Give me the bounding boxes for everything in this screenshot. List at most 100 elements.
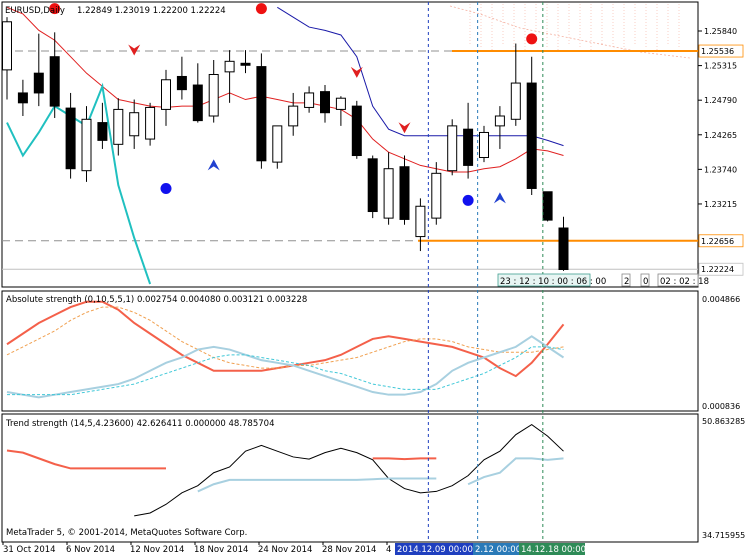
ohlc-label: 1.22849 1.23019 1.22200 1.22224	[77, 6, 226, 16]
trend-strength-line	[6, 449, 166, 470]
candle-bear	[558, 227, 569, 271]
xaxis-label: 28 Nov 2014	[322, 545, 376, 555]
candle-bull	[208, 73, 219, 117]
candle-bear	[526, 82, 537, 189]
yaxis-label: 1.23740	[704, 165, 737, 174]
trend-strength-line	[467, 457, 564, 486]
trend-strength-line	[372, 457, 437, 461]
price-tag-box	[698, 44, 744, 58]
candle-bull	[272, 125, 283, 163]
candle-bear	[367, 158, 378, 213]
absolute-strength-line	[6, 300, 565, 378]
candle-bear	[463, 128, 474, 166]
fractal-up-marker	[526, 33, 538, 45]
candle-bear	[256, 66, 267, 162]
trend-axis-min: 34.715955	[702, 531, 745, 540]
xaxis-label: 4	[386, 545, 391, 555]
time-info-text: 23 : 12 : 10 : 00 : 06 : 00	[500, 277, 606, 287]
absolute-strength-line	[7, 346, 564, 396]
absolute-strength-panel-frame	[1, 290, 699, 412]
candle-bear	[176, 75, 187, 91]
time-info-a: 2	[624, 277, 629, 287]
trend-strength-title: Trend strength (14,5,4.23600) 42.626411 …	[5, 419, 274, 429]
absolute-strength-line	[6, 335, 565, 399]
yaxis-label: 1.23215	[704, 200, 737, 209]
xaxis-highlight-text: 14.12.18 00:00	[521, 545, 586, 555]
blue-trail-line	[277, 6, 564, 147]
fractal-up-marker	[49, 3, 61, 15]
axis-layer: 1.25536 1.22656 1.22224 1.25840 1.25315 1.247…	[2, 27, 744, 545]
candle-bear	[320, 91, 330, 114]
buy-arrow-marker	[207, 159, 220, 171]
candle-bull	[479, 131, 489, 159]
candle-bear	[399, 166, 410, 220]
symbol-label: EURUSD,Daily	[5, 6, 65, 16]
candle-bull	[288, 105, 299, 127]
candle-bull	[383, 168, 394, 219]
red-trail-line	[6, 6, 564, 173]
candle-bull	[335, 97, 346, 110]
buy-arrow-marker	[493, 192, 506, 204]
price-tag-label: 1.25536	[701, 47, 734, 56]
trend-strength-panel-frame	[1, 413, 699, 543]
candle-bear	[49, 56, 60, 107]
candle-bear	[33, 72, 44, 94]
sell-arrow-marker	[128, 44, 141, 56]
time-info-c: 02 : 02 : 18	[660, 277, 709, 287]
candle-bull	[510, 82, 521, 120]
sell-arrow-marker	[350, 66, 363, 78]
candle-bull	[431, 172, 442, 219]
time-info-box: 23 : 12 : 10 : 00 : 06 : 00	[497, 273, 606, 287]
xaxis-highlight-text: 2014.12.09 00:00	[397, 545, 473, 555]
fractal-down-marker	[160, 182, 172, 194]
candle-bull	[129, 112, 140, 137]
price-tag-box	[698, 262, 744, 276]
abs-axis-max: 0.004866	[702, 295, 740, 304]
candle-bull	[113, 108, 124, 145]
yaxis-label: 1.24265	[704, 131, 737, 140]
candle-bull	[494, 115, 505, 127]
candle-bull	[145, 106, 156, 140]
fractal-down-marker	[462, 194, 474, 206]
candle-bull	[2, 21, 12, 71]
xaxis-label: 24 Nov 2014	[258, 545, 312, 555]
yaxis-label: 1.25840	[704, 27, 737, 36]
xaxis-highlight-text: 2.12 00:00	[475, 545, 521, 555]
xaxis-label: 18 Nov 2014	[194, 545, 248, 555]
candle-bear	[65, 107, 76, 170]
candle-bull	[161, 79, 171, 110]
vertical-lines-layer	[427, 2, 544, 542]
candle-bull	[447, 125, 458, 172]
sell-arrow-marker	[398, 122, 411, 134]
trend-strength-line	[197, 477, 437, 493]
footer-copyright: MetaTrader 5, © 2001-2014, MetaQuotes So…	[6, 528, 247, 538]
price-tag-label: 1.22656	[701, 237, 734, 246]
trend-axis-max: 50.863285	[702, 417, 745, 426]
time-info-b: 0	[643, 277, 648, 287]
fractal-up-marker	[255, 3, 267, 15]
yaxis-label: 1.25315	[704, 62, 737, 71]
candle-bear	[351, 105, 362, 157]
candle-bear	[192, 84, 203, 122]
yaxis-label: 1.24790	[704, 96, 737, 105]
candle-bull	[304, 92, 315, 108]
trend-strength-layer	[6, 424, 564, 517]
candle-bear	[97, 122, 108, 141]
absolute-strength-title: Absolute strength (0,10,5,5,1) 0.002754 …	[6, 295, 307, 305]
xaxis-label: 31 Oct 2014	[3, 545, 56, 555]
price-layer	[2, 3, 698, 285]
xaxis-highlight-3: 14.12.18 00:00	[519, 543, 586, 555]
xaxis-highlight-2: 2.12 00:00	[473, 543, 521, 555]
time-info-box-2: 2 0 02 : 02 : 18	[621, 273, 709, 287]
candle-bear	[240, 62, 251, 66]
candle-bull	[224, 60, 235, 73]
candle-bear	[542, 191, 553, 221]
absolute-strength-layer	[6, 300, 565, 399]
price-tag-label: 1.22224	[701, 265, 734, 274]
candle-bull	[81, 118, 92, 172]
xaxis-label: 12 Nov 2014	[130, 545, 184, 555]
xaxis-label: 6 Nov 2014	[66, 545, 115, 555]
cyan-trail-line	[6, 82, 152, 285]
